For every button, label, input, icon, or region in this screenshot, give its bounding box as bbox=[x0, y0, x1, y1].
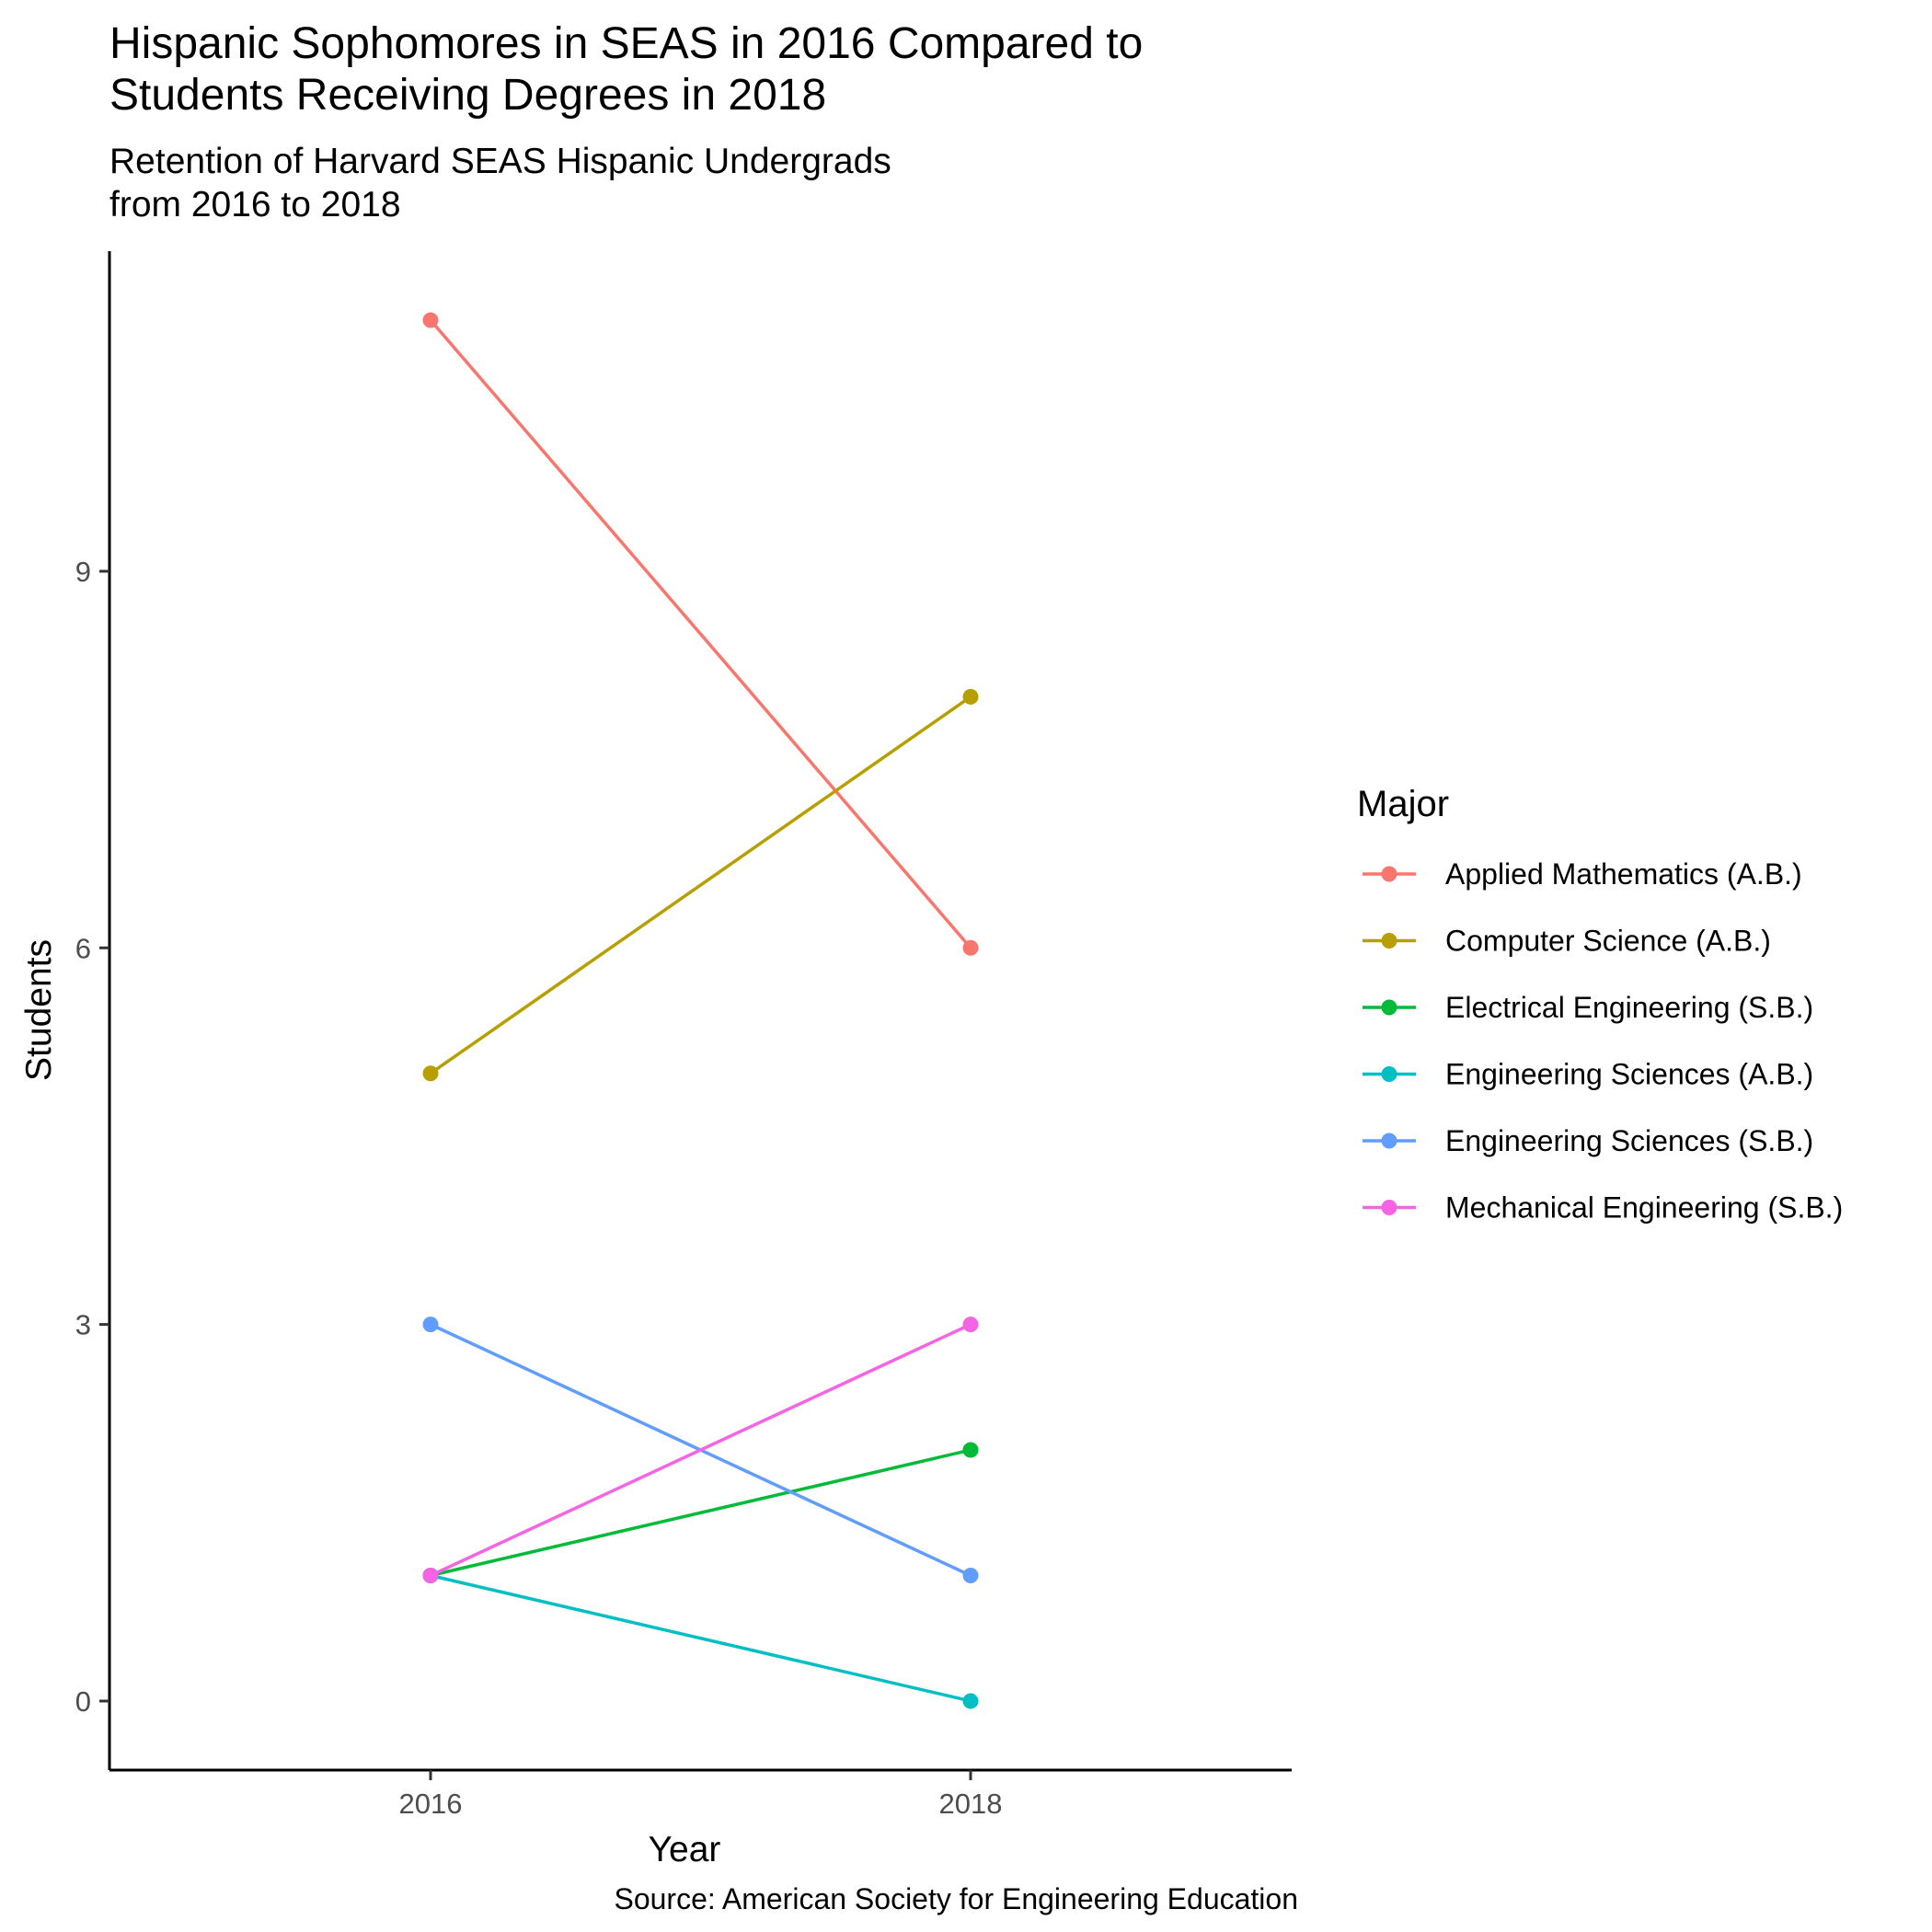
data-point-engineering-sciences-s-b-2016 bbox=[422, 1317, 439, 1333]
y-tick-label: 3 bbox=[75, 1309, 91, 1341]
x-tick-label: 2018 bbox=[939, 1788, 1003, 1820]
legend-label: Electrical Engineering (S.B.) bbox=[1445, 991, 1813, 1024]
chart-title-line-2: Students Receiving Degrees in 2018 bbox=[109, 71, 827, 120]
legend: Major Applied Mathematics (A.B.) Computer… bbox=[1357, 784, 1843, 1225]
x-tick-label: 2016 bbox=[399, 1788, 463, 1820]
legend-label: Engineering Sciences (A.B.) bbox=[1445, 1058, 1813, 1091]
x-axis-title: Year bbox=[649, 1830, 721, 1869]
legend-label: Computer Science (A.B.) bbox=[1445, 925, 1771, 958]
x-axis-ticks: 2016 2018 bbox=[399, 1770, 1003, 1820]
data-point-computer-science-a-b-2016 bbox=[422, 1065, 439, 1082]
series-line-applied-mathematics-a-b bbox=[429, 318, 972, 949]
data-point-computer-science-a-b-2018 bbox=[962, 688, 979, 705]
y-tick-label: 0 bbox=[75, 1685, 91, 1718]
y-tick-label: 9 bbox=[75, 556, 91, 588]
data-point-applied-mathematics-a-b-2016 bbox=[422, 312, 439, 328]
chart-title: Hispanic Sophomores in SEAS in 2016 Comp… bbox=[109, 18, 1143, 121]
series-line-computer-science-a-b bbox=[429, 695, 972, 1075]
legend-key-point bbox=[1381, 866, 1397, 882]
series-line-engineering-sciences-a-b bbox=[430, 1573, 972, 1703]
legend-item-applied-mathematics-a-b: Applied Mathematics (A.B.) bbox=[1363, 857, 1802, 891]
data-point-mechanical-engineering-s-b-2018 bbox=[962, 1317, 979, 1333]
source-caption: Source: American Society for Engineering… bbox=[614, 1882, 1298, 1915]
series-lines bbox=[429, 318, 972, 1703]
legend-item-mechanical-engineering-s-b: Mechanical Engineering (S.B.) bbox=[1363, 1191, 1843, 1225]
legend-item-engineering-sciences-s-b: Engineering Sciences (S.B.) bbox=[1363, 1124, 1813, 1157]
y-axis-title: Students bbox=[19, 939, 59, 1081]
series-line-electrical-engineering-s-b bbox=[430, 1448, 972, 1578]
legend-item-computer-science-a-b: Computer Science (A.B.) bbox=[1363, 925, 1771, 958]
legend-key-point bbox=[1381, 1133, 1397, 1149]
legend-key-point bbox=[1381, 1200, 1397, 1215]
series-line-mechanical-engineering-s-b bbox=[430, 1323, 972, 1578]
legend-item-engineering-sciences-a-b: Engineering Sciences (A.B.) bbox=[1363, 1058, 1813, 1091]
y-axis-ticks: 0 3 6 9 bbox=[75, 556, 109, 1718]
legend-key-point bbox=[1381, 999, 1397, 1016]
chart-subtitle: Retention of Harvard SEAS Hispanic Under… bbox=[109, 140, 891, 226]
chart-title-line-1: Hispanic Sophomores in SEAS in 2016 Comp… bbox=[109, 19, 1144, 68]
series-points bbox=[422, 312, 979, 1709]
data-point-mechanical-engineering-s-b-2016 bbox=[422, 1568, 439, 1584]
legend-label: Engineering Sciences (S.B.) bbox=[1445, 1124, 1813, 1157]
data-point-engineering-sciences-a-b-2018 bbox=[962, 1693, 979, 1709]
legend-label: Mechanical Engineering (S.B.) bbox=[1445, 1191, 1843, 1225]
y-tick-label: 6 bbox=[75, 932, 91, 964]
legend-key-point bbox=[1381, 933, 1397, 949]
legend-key-point bbox=[1381, 1066, 1397, 1082]
legend-title: Major bbox=[1357, 784, 1449, 824]
legend-label: Applied Mathematics (A.B.) bbox=[1445, 857, 1802, 891]
legend-item-electrical-engineering-s-b: Electrical Engineering (S.B.) bbox=[1363, 991, 1813, 1024]
chart-subtitle-line-2: from 2016 to 2018 bbox=[109, 185, 401, 224]
chart-subtitle-line-1: Retention of Harvard SEAS Hispanic Under… bbox=[109, 142, 891, 181]
data-point-applied-mathematics-a-b-2018 bbox=[962, 939, 979, 956]
data-point-electrical-engineering-s-b-2018 bbox=[962, 1442, 979, 1458]
data-point-engineering-sciences-s-b-2018 bbox=[962, 1568, 979, 1584]
